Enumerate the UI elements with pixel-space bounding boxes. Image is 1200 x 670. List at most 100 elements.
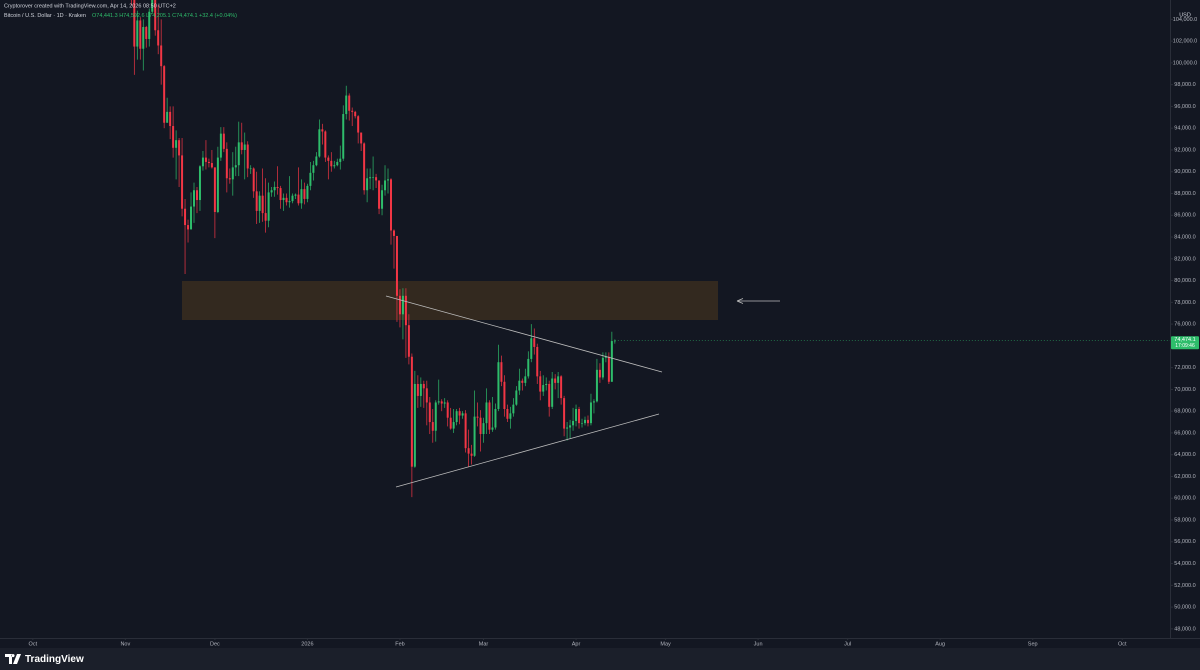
candle-body: [413, 383, 416, 467]
candle-body: [321, 129, 324, 132]
candle-body: [461, 413, 464, 416]
x-tick-label: Feb: [395, 641, 404, 647]
candle-body: [515, 390, 518, 405]
candle-body: [566, 427, 569, 429]
candle-body: [288, 201, 291, 203]
candle-body: [586, 419, 589, 424]
candle-body: [285, 197, 288, 203]
candle-body: [294, 194, 297, 196]
candle-body: [575, 408, 578, 421]
symbol: Bitcoin / U.S. Dollar · 1D · Kraken: [4, 13, 86, 19]
candle-body: [145, 26, 148, 39]
candle-body: [154, 0, 157, 31]
candle-body: [306, 185, 309, 199]
y-tick-label: 86,000.0: [1174, 213, 1195, 219]
y-tick-label: 78,000.0: [1174, 300, 1195, 306]
candle-body: [527, 358, 530, 377]
candle-body: [443, 402, 446, 404]
candle-body: [300, 189, 303, 204]
y-tick-label: 80,000.0: [1174, 278, 1195, 284]
candle-body: [327, 157, 330, 161]
candle-body: [252, 168, 255, 192]
candle-body: [497, 362, 500, 409]
candle-body: [387, 179, 390, 181]
candle-body: [592, 401, 595, 403]
candle-body: [330, 160, 333, 167]
candle-body: [401, 295, 404, 315]
candle-body: [351, 110, 354, 112]
candle-body: [578, 408, 581, 424]
candle-body: [458, 411, 461, 416]
candle-body: [237, 142, 240, 166]
countdown: 17:09:46: [1175, 343, 1195, 349]
candle-body: [467, 448, 470, 454]
candle-body: [455, 411, 458, 423]
brand: TradingView: [25, 654, 84, 665]
candle-body: [151, 0, 154, 12]
logo-icon: [5, 654, 21, 664]
candle-body: [222, 133, 225, 149]
candle-body: [548, 383, 551, 407]
candle-body: [291, 195, 294, 202]
candle-body: [425, 388, 428, 403]
candle-body: [231, 167, 234, 180]
candle-body: [518, 380, 521, 391]
candle-body: [357, 116, 360, 133]
y-tick-label: 88,000.0: [1174, 191, 1195, 197]
currency: USD: [1179, 12, 1191, 18]
candle-body: [264, 213, 267, 221]
candle-body: [491, 427, 494, 430]
candle-body: [494, 408, 497, 428]
x-tick-label: Aug: [935, 641, 945, 647]
candle-body: [193, 190, 196, 207]
candle-body: [315, 156, 318, 166]
candle-body: [354, 111, 357, 117]
candle-body: [312, 165, 315, 173]
candle-body: [336, 161, 339, 166]
candle-body: [485, 402, 488, 424]
candle-body: [589, 402, 592, 424]
x-tick-label: Oct: [29, 641, 38, 647]
candle-body: [389, 179, 392, 231]
candle-body: [604, 356, 607, 358]
candle-body: [309, 172, 312, 186]
last-price-label: 74,474.1: [1174, 337, 1195, 343]
candle-body: [610, 341, 613, 382]
candle-body: [207, 161, 210, 164]
candle-body: [333, 165, 336, 167]
y-tick-label: 70,000.0: [1174, 387, 1195, 393]
candle-body: [598, 369, 601, 378]
candle-body: [581, 423, 584, 424]
candle-body: [569, 425, 572, 428]
y-tick-label: 92,000.0: [1174, 147, 1195, 153]
candle-body: [324, 131, 327, 158]
candle-body: [270, 190, 273, 193]
candle-body: [348, 95, 351, 111]
candle-body: [136, 20, 139, 47]
candle-body: [572, 420, 575, 426]
candle-body: [437, 401, 440, 403]
candle-body: [195, 190, 198, 201]
candle-body: [506, 408, 509, 419]
candle-body: [542, 385, 545, 392]
resistance-zone: [182, 281, 718, 320]
candle-body: [563, 398, 566, 429]
candle-body: [216, 157, 219, 213]
candle-body: [488, 402, 491, 430]
y-tick-label: 64,000.0: [1174, 452, 1195, 458]
candle-body: [500, 362, 503, 382]
candle-body: [524, 376, 527, 383]
candle-body: [452, 422, 455, 429]
y-tick-label: 60,000.0: [1174, 496, 1195, 502]
x-tick-label: 2026: [301, 641, 313, 647]
candle-body: [539, 376, 542, 392]
trend-line-lower: [395, 413, 660, 488]
candle-body: [464, 413, 467, 449]
candle-body: [210, 163, 213, 168]
credit: Cryptorover created with TradingView.com…: [4, 3, 176, 9]
candle-body: [533, 338, 536, 347]
candle-body: [381, 190, 384, 209]
y-tick-label: 62,000.0: [1174, 474, 1195, 480]
candle-body: [366, 178, 369, 191]
